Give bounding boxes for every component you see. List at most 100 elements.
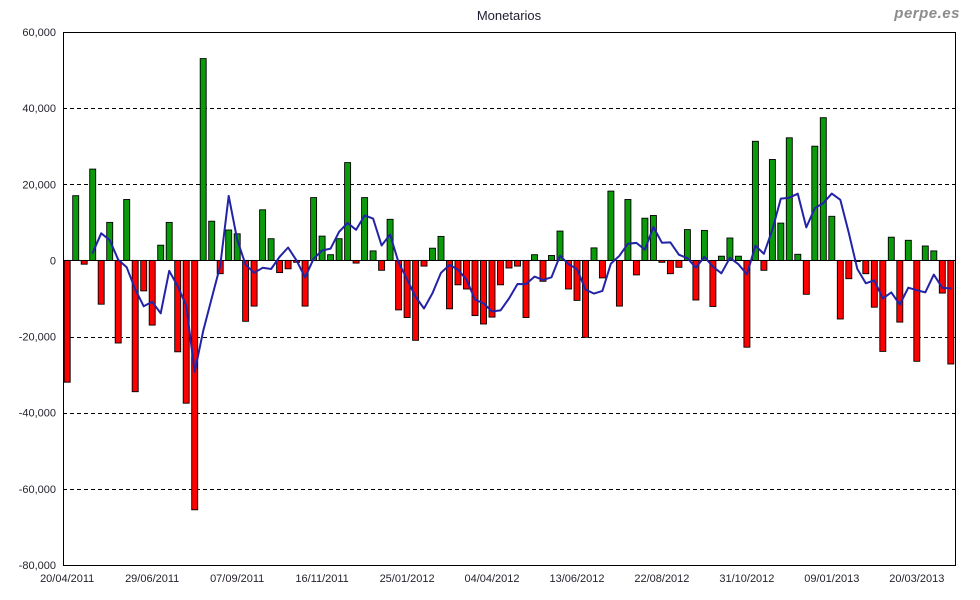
bar (845, 259, 853, 280)
bar (548, 255, 555, 261)
x-tick-label: 22/08/2012 (634, 573, 689, 585)
bar (267, 238, 275, 261)
bar (930, 250, 938, 261)
watermark-perpe-es: perpe.es (894, 5, 960, 22)
bar (471, 259, 479, 317)
bar (514, 259, 521, 267)
bar (318, 235, 326, 261)
bar (598, 259, 606, 279)
bar (361, 197, 369, 261)
x-tick-label: 20/04/2011 (40, 573, 94, 585)
bar (480, 259, 487, 325)
bar (590, 247, 598, 261)
bar (582, 259, 589, 338)
bar (760, 259, 768, 271)
bar (123, 199, 131, 261)
chart-title: Monetarios (476, 8, 542, 23)
bar (649, 215, 657, 261)
x-tick-label: 09/01/2013 (804, 573, 859, 585)
x-tick-label: 20/03/2013 (889, 573, 944, 585)
y-tick-label: 0 (50, 255, 56, 267)
bar (522, 259, 530, 318)
bar (437, 235, 445, 261)
bar (301, 259, 309, 307)
bar (420, 259, 428, 267)
bar (751, 140, 759, 261)
bar (794, 253, 802, 261)
bar (624, 199, 632, 261)
x-tick-label: 04/04/2012 (464, 573, 519, 585)
bar (191, 259, 199, 511)
y-tick-label: -40,000 (19, 408, 56, 420)
bar (157, 244, 165, 261)
bar (887, 236, 895, 261)
bar (284, 259, 292, 270)
bar (828, 215, 836, 261)
y-tick-label: 20,000 (22, 179, 56, 191)
bar (72, 195, 80, 261)
bar (683, 229, 691, 261)
x-tick-label: 13/06/2012 (549, 573, 604, 585)
bar (114, 259, 122, 344)
bar (250, 259, 258, 307)
bar (896, 259, 904, 323)
moving-average-line (91, 192, 952, 373)
bar (148, 259, 156, 326)
bar (327, 254, 335, 261)
x-tick-label: 16/11/2011 (295, 573, 348, 585)
bar (921, 245, 929, 261)
bar (768, 159, 776, 261)
bar (165, 221, 173, 261)
bar (947, 259, 955, 365)
bar (208, 220, 216, 261)
bar (531, 254, 538, 261)
bar (675, 259, 683, 268)
bar (811, 145, 819, 261)
bar (717, 255, 725, 261)
bar (615, 259, 623, 307)
x-tick-label: 25/01/2012 (380, 573, 435, 585)
bar (259, 209, 267, 261)
bar (904, 239, 912, 261)
bar (632, 259, 640, 276)
bar (403, 259, 411, 318)
bar (182, 259, 190, 404)
bar (63, 259, 71, 383)
y-tick-label: 60,000 (22, 27, 56, 39)
y-tick-label: -60,000 (19, 484, 56, 496)
y-tick-label: -20,000 (19, 332, 56, 344)
bar (429, 247, 436, 261)
bar (276, 259, 284, 274)
bar (573, 259, 581, 301)
bar (734, 255, 742, 261)
bar (785, 137, 793, 261)
bar (666, 259, 674, 275)
bar (97, 259, 105, 305)
bar (862, 259, 870, 275)
plot-frame (63, 32, 956, 566)
bar (879, 259, 887, 352)
bar (378, 259, 386, 271)
bar (242, 259, 250, 322)
bar (777, 222, 785, 261)
y-tick-label: -80,000 (19, 560, 56, 572)
bar (913, 259, 921, 362)
bar (802, 259, 810, 295)
bar (641, 217, 649, 261)
bar (607, 190, 615, 261)
bar (131, 259, 139, 393)
bar (225, 229, 233, 261)
bar (505, 259, 513, 269)
x-tick-label: 31/10/2012 (719, 573, 774, 585)
bar (199, 58, 207, 261)
x-tick-label: 07/09/2011 (210, 573, 264, 585)
x-tick-label: 29/06/2011 (125, 573, 179, 585)
bar (335, 238, 343, 261)
bar (369, 250, 377, 261)
bar (174, 259, 182, 353)
bar (140, 259, 148, 292)
bar (836, 259, 844, 320)
bar (497, 259, 504, 286)
